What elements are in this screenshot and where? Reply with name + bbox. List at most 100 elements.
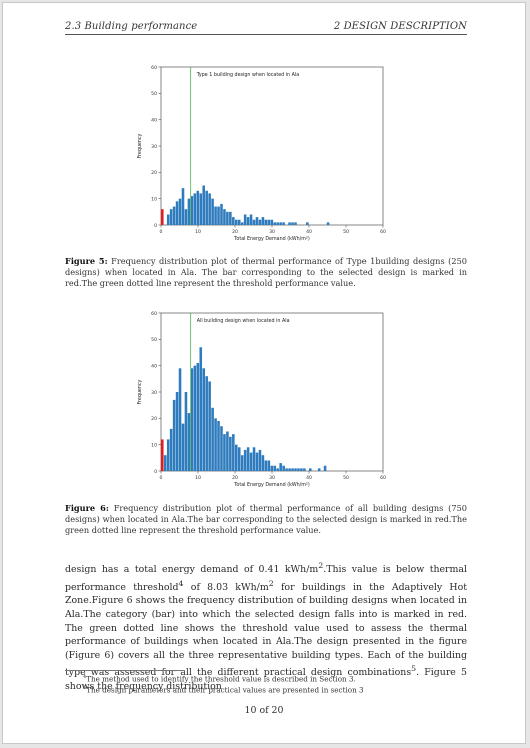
y-tick-label: 20 bbox=[151, 416, 157, 422]
y-tick-label: 30 bbox=[151, 144, 157, 150]
histogram-bar bbox=[252, 447, 256, 471]
histogram-bar bbox=[276, 222, 279, 225]
histogram-bar bbox=[169, 428, 173, 471]
body-text-2: .This value is below thermal performance… bbox=[65, 564, 468, 593]
histogram-bar bbox=[217, 206, 220, 225]
histogram-bar bbox=[175, 392, 179, 471]
histogram-bar bbox=[261, 217, 265, 225]
figure-5-chart: 0 10 20 30 40 50 60 0 10 20 30 40 50 60 Type 1 buildin… bbox=[127, 57, 417, 243]
histogram-bar bbox=[190, 196, 194, 225]
histogram-bar bbox=[270, 465, 274, 471]
figure-5-label: Figure 5: bbox=[65, 256, 108, 266]
body-sup-1: 2 bbox=[318, 561, 324, 570]
histogram-bar bbox=[169, 209, 173, 225]
footnote-ref-4[interactable]: 4 bbox=[178, 578, 184, 588]
x-tick-label: 60 bbox=[380, 229, 386, 235]
x-tick-label: 50 bbox=[343, 229, 349, 235]
x-tick-label: 20 bbox=[232, 475, 238, 481]
histogram-bar bbox=[303, 468, 306, 471]
figure-6-caption-text: Frequency distribution plot of thermal p… bbox=[65, 503, 467, 535]
histogram-bar bbox=[282, 222, 285, 225]
histogram-bar bbox=[294, 222, 297, 225]
histogram-bar bbox=[279, 463, 282, 471]
x-tick-label: 30 bbox=[269, 229, 275, 235]
header-rule bbox=[65, 34, 467, 35]
footnote-5-mark: 5 bbox=[83, 685, 87, 691]
y-tick-label: 0 bbox=[154, 469, 157, 475]
y-tick-label: 30 bbox=[151, 390, 157, 396]
histogram-bar bbox=[237, 219, 241, 225]
chart-title: All building design when located in Ala bbox=[197, 318, 290, 324]
y-tick-label: 60 bbox=[151, 65, 157, 71]
x-axis-label: Total Energy Demand (kWh/m²) bbox=[233, 236, 310, 242]
histogram-bar bbox=[279, 222, 282, 225]
histogram-bar bbox=[255, 452, 259, 471]
histogram-bar bbox=[270, 219, 274, 225]
histogram-bar bbox=[181, 423, 185, 471]
histogram-bar bbox=[202, 185, 205, 225]
histogram-bar bbox=[211, 407, 214, 471]
histogram-bar bbox=[255, 217, 259, 225]
histogram-bar bbox=[199, 193, 203, 225]
selected-design-bar bbox=[161, 209, 164, 225]
body-paragraph: design has a total energy demand of 0.41… bbox=[65, 559, 467, 694]
histogram-bar bbox=[240, 222, 244, 225]
footnote-ref-5[interactable]: 5 bbox=[411, 664, 417, 674]
figure-5-caption: Figure 5: Frequency distribution plot of… bbox=[65, 256, 467, 289]
footnote-4-text: The method used to identify the threshol… bbox=[86, 674, 356, 684]
histogram-bar bbox=[258, 219, 262, 225]
histogram-bar bbox=[196, 190, 200, 225]
histogram-bar bbox=[205, 376, 208, 471]
histogram-bar bbox=[178, 368, 182, 471]
footnote-5-text: The design parameters and their practica… bbox=[86, 685, 364, 695]
histogram-bar bbox=[184, 209, 188, 225]
footnote-4-mark: 4 bbox=[83, 674, 87, 680]
histogram-bar bbox=[220, 426, 223, 471]
y-axis-label: Frequency bbox=[137, 379, 143, 404]
histogram-bar bbox=[175, 201, 179, 225]
histogram-bar bbox=[273, 465, 277, 471]
histogram-bar bbox=[240, 455, 244, 471]
footnote-5: 5The design parameters and their practic… bbox=[83, 685, 467, 694]
histogram-bar bbox=[199, 347, 203, 471]
histogram-bar bbox=[211, 198, 214, 225]
y-tick-label: 10 bbox=[151, 196, 157, 202]
histogram-bar bbox=[294, 468, 297, 471]
histogram-bar bbox=[229, 436, 232, 471]
x-axis-label: Total Energy Demand (kWh/m²) bbox=[233, 482, 310, 488]
footnote-4: 4The method used to identify the thresho… bbox=[83, 674, 467, 683]
histogram-bar bbox=[288, 222, 291, 225]
histogram-bar bbox=[267, 460, 271, 471]
page-number: 10 of 20 bbox=[244, 705, 284, 716]
figure-5-caption-text: Frequency distribution plot of thermal p… bbox=[65, 256, 467, 288]
histogram-bar bbox=[187, 198, 191, 225]
histogram-bar bbox=[288, 468, 291, 471]
histogram-bar bbox=[187, 413, 191, 471]
histogram-bar bbox=[220, 203, 223, 225]
running-header-section: 2.3 Building performance bbox=[65, 21, 198, 32]
histogram-bar bbox=[214, 418, 217, 471]
histogram-bar bbox=[193, 193, 197, 225]
x-tick-label: 50 bbox=[343, 475, 349, 481]
histogram-bar bbox=[190, 368, 194, 471]
histogram-bar bbox=[172, 399, 176, 471]
histogram-bar bbox=[235, 219, 238, 225]
y-tick-label: 50 bbox=[151, 91, 157, 97]
y-tick-label: 10 bbox=[151, 442, 157, 448]
histogram-bar bbox=[309, 468, 312, 471]
histogram-bar bbox=[246, 217, 250, 225]
histogram-bar bbox=[214, 206, 217, 225]
histogram-bar bbox=[226, 431, 229, 471]
histogram-bar bbox=[202, 368, 205, 471]
figure-6-label: Figure 6: bbox=[65, 503, 109, 513]
y-tick-label: 60 bbox=[151, 311, 157, 317]
histogram-bar bbox=[232, 434, 235, 471]
histogram-bar bbox=[243, 449, 247, 471]
body-text-1: design has a total energy demand of 0.41… bbox=[65, 564, 319, 576]
x-tick-label: 10 bbox=[195, 229, 201, 235]
x-tick-label: 40 bbox=[306, 229, 312, 235]
y-tick-label: 40 bbox=[151, 363, 157, 369]
histogram-bar bbox=[282, 465, 285, 471]
x-tick-label: 20 bbox=[232, 229, 238, 235]
